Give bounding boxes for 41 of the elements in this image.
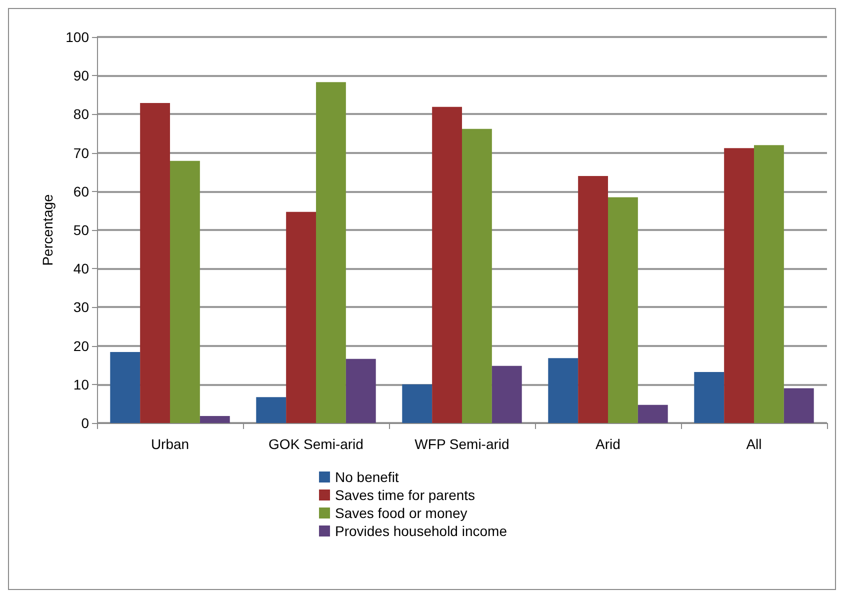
x-tick-label: GOK Semi-arid	[268, 436, 364, 452]
bar	[608, 197, 638, 423]
bar	[402, 384, 432, 423]
y-axis-title: Percentage	[40, 194, 56, 266]
bar	[256, 397, 286, 423]
y-tick-label: 60	[73, 183, 90, 200]
bar	[548, 358, 578, 423]
y-tick-label: 80	[73, 106, 90, 122]
bar	[170, 160, 200, 423]
y-tick-label: 70	[73, 144, 90, 161]
bar	[578, 176, 608, 423]
bar	[432, 106, 462, 423]
y-tick-label: 100	[66, 29, 90, 45]
bar	[200, 416, 230, 423]
bar	[638, 404, 668, 423]
legend-label: Saves food or money	[335, 505, 468, 521]
bar	[784, 388, 814, 423]
legend-label: No benefit	[335, 469, 399, 485]
y-tick-label: 50	[73, 222, 90, 238]
x-tick-label: All	[746, 436, 762, 452]
y-tick-label: 20	[73, 338, 90, 354]
y-tick-label: 30	[73, 299, 90, 316]
bar	[140, 103, 170, 423]
y-tick-label: 0	[81, 415, 90, 431]
y-tick-label: 10	[73, 376, 90, 392]
bar	[694, 372, 724, 423]
bar	[492, 366, 522, 423]
legend-label: Saves time for parents	[335, 487, 476, 503]
x-tick-label: Urban	[150, 436, 190, 452]
legend-label: Provides household income	[335, 523, 508, 539]
x-tick-label: WFP Semi-arid	[414, 436, 510, 452]
bar	[110, 352, 140, 423]
y-tick-label: 40	[73, 260, 90, 277]
bar	[754, 145, 784, 423]
bar	[462, 128, 492, 423]
x-tick-label: Arid	[596, 436, 620, 452]
bar	[346, 358, 376, 423]
bar	[286, 212, 316, 423]
y-tick-label: 90	[73, 68, 90, 84]
bar	[316, 82, 346, 423]
bar	[724, 148, 754, 423]
